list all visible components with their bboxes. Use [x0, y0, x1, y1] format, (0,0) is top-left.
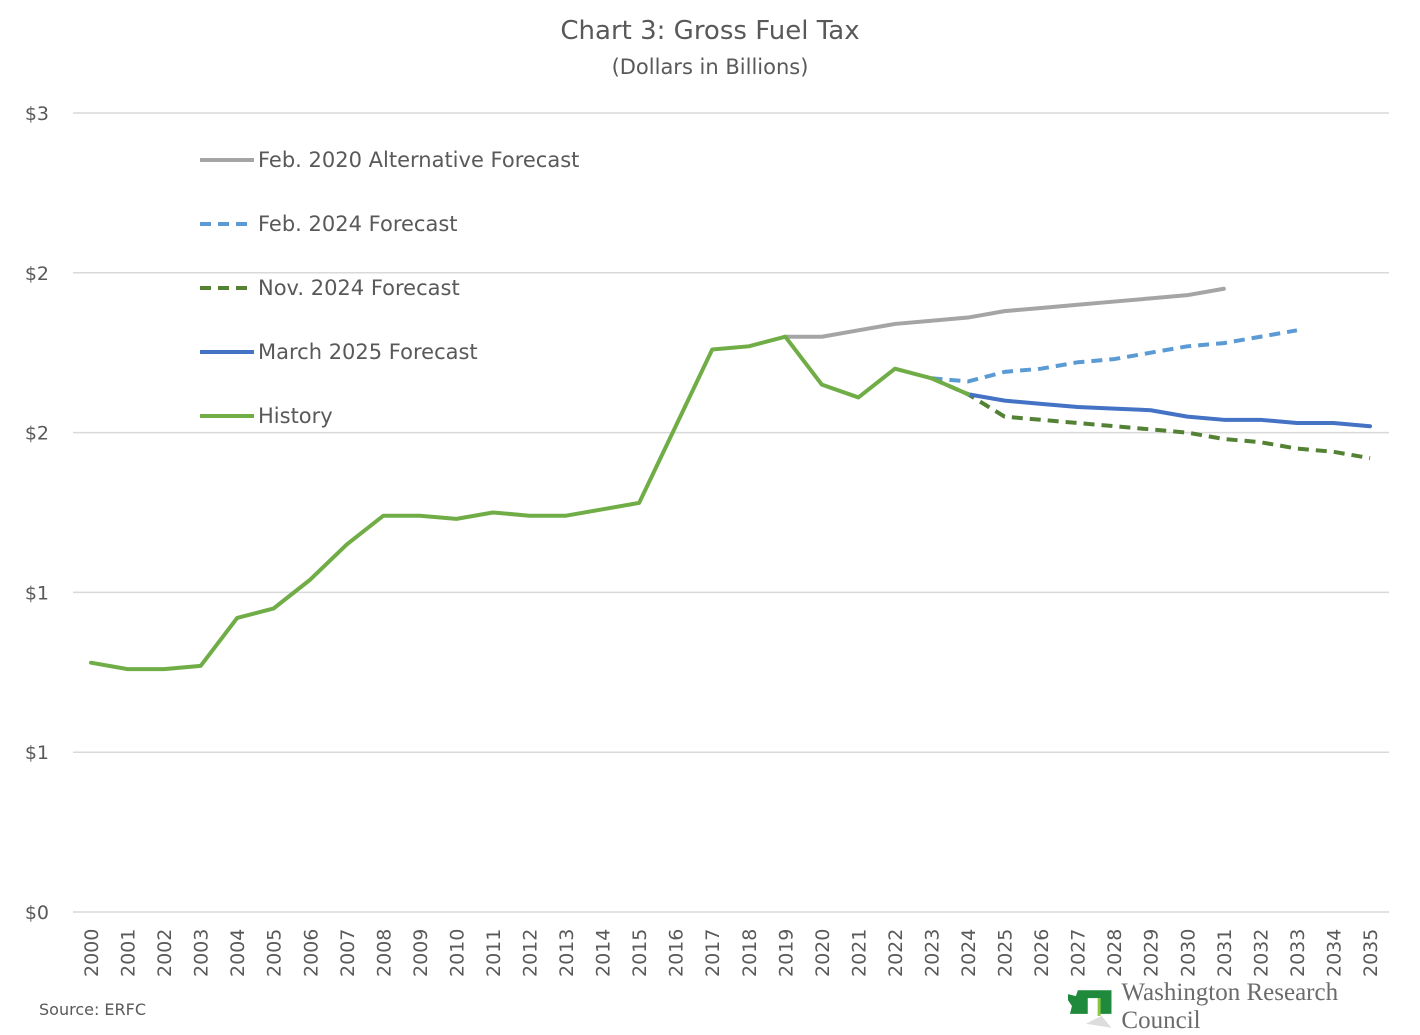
- wrc-logo: Washington Research Council: [1066, 986, 1420, 1028]
- y-tick-label: $0: [25, 902, 49, 924]
- x-tick-label: 2023: [921, 929, 943, 977]
- x-tick-label: 2012: [520, 929, 542, 977]
- x-tick-label: 2017: [702, 929, 724, 977]
- series-line-4: [91, 337, 968, 669]
- x-tick-label: 2009: [410, 929, 432, 977]
- x-tick-label: 2016: [666, 929, 688, 977]
- x-tick-label: 2004: [227, 929, 249, 977]
- x-tick-label: 2035: [1360, 929, 1382, 977]
- x-tick-label: 2020: [812, 929, 834, 977]
- x-tick-label: 2002: [154, 929, 176, 977]
- x-tick-label: 2027: [1068, 929, 1090, 977]
- y-tick-label: $3: [25, 103, 49, 125]
- y-tick-label: $1: [25, 582, 49, 604]
- washington-state-icon: [1066, 986, 1115, 1028]
- legend-label: March 2025 Forecast: [258, 340, 478, 364]
- y-tick-label: $2: [25, 263, 49, 285]
- legend-label: History: [258, 404, 333, 428]
- x-tick-label: 2014: [593, 929, 615, 977]
- x-tick-label: 2021: [848, 929, 870, 977]
- x-tick-label: 2001: [118, 929, 140, 977]
- y-tick-label: $2: [25, 423, 49, 445]
- legend-label: Feb. 2024 Forecast: [258, 212, 458, 236]
- y-tick-label: $1: [25, 742, 49, 764]
- legend-label: Feb. 2020 Alternative Forecast: [258, 148, 579, 172]
- x-tick-label: 2034: [1323, 929, 1345, 977]
- x-tick-label: 2022: [885, 929, 907, 977]
- series-line-2: [931, 378, 1370, 458]
- x-tick-label: 2028: [1104, 929, 1126, 977]
- x-tick-label: 2008: [373, 929, 395, 977]
- series-line-0: [785, 289, 1224, 337]
- x-tick-label: 2000: [81, 929, 103, 977]
- x-tick-label: 2025: [995, 929, 1017, 977]
- x-tick-label: 2005: [264, 929, 286, 977]
- x-tick-label: 2026: [1031, 929, 1053, 977]
- x-tick-label: 2031: [1214, 929, 1236, 977]
- x-tick-label: 2006: [300, 929, 322, 977]
- x-tick-label: 2030: [1177, 929, 1199, 977]
- x-tick-label: 2033: [1287, 929, 1309, 977]
- x-tick-label: 2015: [629, 929, 651, 977]
- x-tick-label: 2029: [1141, 929, 1163, 977]
- x-tick-label: 2024: [958, 929, 980, 977]
- x-tick-label: 2007: [337, 929, 359, 977]
- x-tick-label: 2019: [775, 929, 797, 977]
- x-tick-label: 2018: [739, 929, 761, 977]
- x-tick-label: 2003: [191, 929, 213, 977]
- legend-label: Nov. 2024 Forecast: [258, 276, 460, 300]
- x-tick-label: 2032: [1250, 929, 1272, 977]
- x-tick-label: 2011: [483, 929, 505, 977]
- logo-text: Washington Research Council: [1121, 979, 1420, 1035]
- series-line-1: [931, 330, 1296, 381]
- source-note: Source: ERFC: [39, 1000, 146, 1019]
- series-line-3: [968, 394, 1370, 426]
- x-tick-label: 2013: [556, 929, 578, 977]
- x-tick-label: 2010: [446, 929, 468, 977]
